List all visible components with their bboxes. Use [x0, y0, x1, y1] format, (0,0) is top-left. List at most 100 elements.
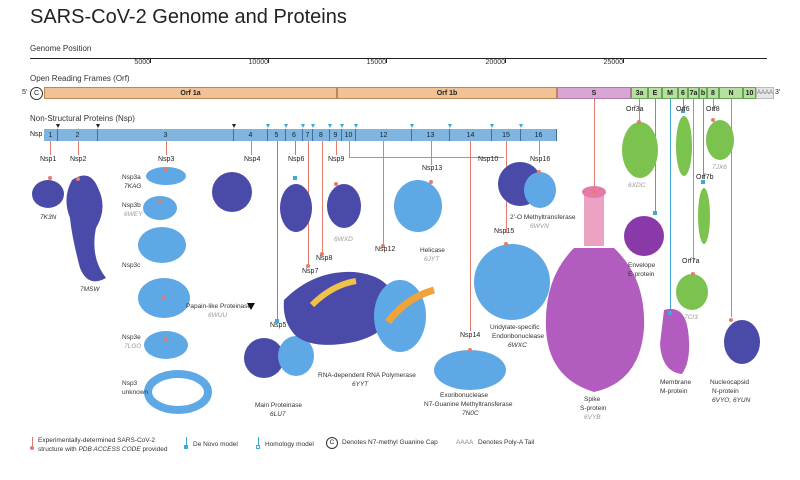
nsp9-label: Nsp9	[328, 156, 345, 163]
orf7a-structure	[676, 274, 708, 310]
connector-line	[731, 99, 732, 317]
cleavage-marker	[519, 124, 523, 128]
orf1b-segment: Orf 1b	[337, 87, 557, 99]
connector-line	[349, 157, 504, 158]
exp-marker	[306, 264, 310, 268]
nsp14-structure	[434, 350, 506, 390]
legend-denovo-line	[186, 437, 187, 446]
orf6-segment: 6	[678, 87, 688, 99]
connector-line	[713, 99, 714, 111]
cleavage-markers	[56, 124, 523, 128]
inhibitor-triangle-icon	[247, 303, 255, 310]
nsp3a-pdb: 7KAG	[124, 183, 142, 190]
orf3a-structure	[622, 122, 658, 178]
exp-marker	[334, 182, 338, 186]
axis-tick-label: 15000	[366, 59, 386, 66]
nsp12-complex-structure	[283, 271, 394, 345]
exp-marker	[429, 180, 433, 184]
nsp5-structure-b	[278, 336, 314, 376]
cleavage-marker	[311, 124, 315, 128]
nsp14-pdb: 7N0C	[462, 410, 479, 417]
nsp13-pdb: 6JYT	[424, 256, 440, 263]
nsp15-desc2: Endoribonuclease	[492, 333, 545, 340]
legend-exp-line	[32, 437, 33, 446]
orf-section-label: Open Reading Frames (Orf)	[30, 74, 130, 83]
nsp-segment-3: 3	[98, 129, 234, 141]
connector-line	[251, 141, 252, 155]
orf6-structure	[676, 116, 692, 176]
axis-tick	[386, 58, 387, 63]
denovo-marker	[293, 176, 297, 180]
nsp3-unknown-structure	[144, 370, 212, 414]
connector-line	[166, 141, 167, 155]
exp-marker	[48, 176, 52, 180]
legend-exp-text2: structure with PDB ACCESS CODE provided	[38, 446, 167, 453]
three-prime-label: 3'	[775, 89, 781, 96]
nsp14-desc2: N7-Guanine Methyltransferase	[424, 401, 513, 408]
nsp15-pdb: 6WXC	[508, 342, 527, 349]
membrane-structure	[660, 308, 690, 374]
nsp-segment-8: 8	[313, 129, 330, 141]
spike-orf-segment: S	[557, 87, 631, 99]
nucleocapsid-pdb: 6VYO, 6YUN	[712, 397, 751, 404]
nsp3b-label: Nsp3b	[122, 202, 141, 209]
orf10-segment: 10	[743, 87, 756, 99]
orf6-label: Orf6	[676, 106, 690, 113]
nsp3e-label: Nsp3e	[122, 334, 141, 341]
nsp2-structure	[66, 175, 106, 282]
nsp14-desc1: Exoribonuclease	[440, 392, 489, 399]
denovo-marker	[668, 311, 672, 315]
orf8-segment: 8	[707, 87, 719, 99]
nsp3d-desc: Papain-like Proteinase	[186, 303, 252, 310]
nsp3b-structure	[143, 196, 177, 220]
nsp12-rna-strand-2	[385, 286, 436, 325]
legend-polya-text: Denotes Poly-A Tail	[478, 439, 535, 446]
nsp4-label: Nsp4	[244, 156, 261, 163]
nsp1-label: Nsp1	[40, 156, 57, 163]
exp-marker	[537, 170, 541, 174]
page-title: SARS-CoV-2 Genome and Proteins	[30, 6, 347, 28]
nsp-segment-10: 10	[342, 129, 356, 141]
axis-tick-label: 10000	[248, 59, 268, 66]
nsp3b-pdb: 6WEY	[124, 211, 143, 218]
exp-marker	[76, 177, 80, 181]
denovo-marker	[681, 109, 685, 113]
legend-homology-text: Homology model	[265, 441, 314, 448]
m-segment: M	[662, 87, 678, 99]
nsp12-desc: RNA-dependent RNA Polymerase	[318, 372, 416, 379]
nsp-segment-15: 15	[492, 129, 521, 141]
nsp5-structure-a	[244, 338, 284, 378]
connector-line	[322, 141, 323, 253]
nsp3e-structure	[144, 331, 188, 359]
connector-line	[670, 99, 671, 311]
axis-tick	[623, 58, 624, 63]
nsp12-label: Nsp12	[375, 246, 396, 253]
nsp15-desc1: Uridylate-specific	[490, 324, 540, 331]
nsp3a-structure	[146, 167, 186, 185]
connector-line	[336, 141, 337, 155]
connector-line	[50, 141, 51, 155]
nsp-row-prefix: Nsp	[30, 131, 43, 138]
nsp-segment-6: 6	[286, 129, 303, 141]
connector-line	[639, 99, 640, 121]
nsp12-rna-strand	[309, 278, 357, 308]
nsp2-pdb: 7MSW	[80, 286, 100, 293]
nsp1-structure	[32, 180, 64, 208]
exp-marker	[164, 168, 168, 172]
nsp5-label: Nsp5	[270, 322, 287, 329]
exp-marker	[637, 120, 641, 124]
nsp-segment-12: 12	[356, 129, 412, 141]
nsp2-label: Nsp2	[70, 156, 87, 163]
orf3a-pdb: 6XDC	[628, 182, 646, 189]
denovo-marker	[701, 180, 705, 184]
axis-tick-label: 20000	[485, 59, 505, 66]
axis-tick-label: 5000	[134, 59, 150, 66]
nsp-segment-2: 2	[58, 129, 98, 141]
denovo-marker	[653, 211, 657, 215]
connector-line	[594, 99, 595, 189]
legend-cap-icon: C	[326, 437, 338, 449]
nsp1-pdb: 7K3N	[40, 214, 57, 221]
exp-marker	[164, 337, 168, 341]
cleavage-marker	[490, 124, 494, 128]
